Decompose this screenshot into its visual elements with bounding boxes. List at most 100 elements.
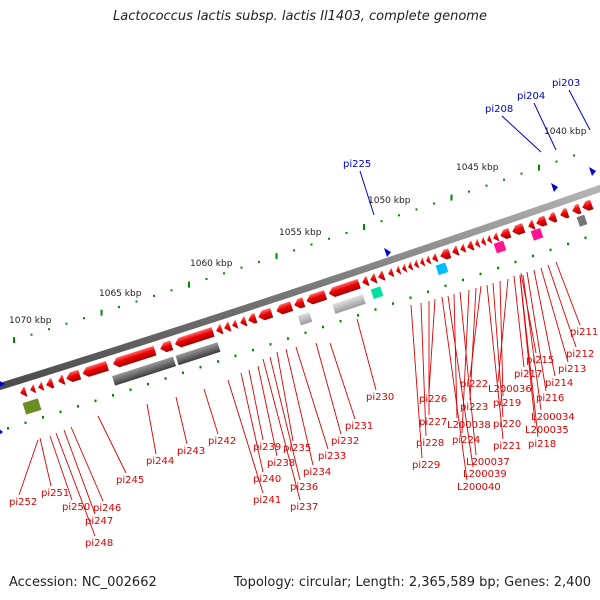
tick-label-1065: 1065 kbp: [99, 289, 142, 299]
gene-label-pi212: pi212: [566, 349, 594, 360]
gene-arrow: [388, 267, 395, 278]
gene-arrow: [420, 257, 426, 267]
markers: [0, 167, 596, 435]
gray-feature: [297, 312, 313, 326]
gene-label-pi215: pi215: [526, 355, 554, 366]
scale-tick: [520, 172, 523, 175]
edge-marker: [0, 381, 5, 387]
gene-label-pi221: pi221: [493, 441, 521, 452]
lower-tick: [287, 337, 289, 340]
gene-label-pi211: pi211: [570, 327, 598, 338]
gene-label-L200037: L200037: [466, 457, 510, 468]
scale-tick: [345, 231, 348, 234]
gene-arrow: [113, 345, 157, 368]
gene-label-pi223: pi223: [460, 402, 488, 413]
gene-arrow: [258, 307, 274, 321]
lower-tick: [549, 248, 552, 252]
gene-leader: [519, 275, 536, 424]
feature-labels: pi203 pi204 pi208 pi225 pi211 pi212 pi213 pi214…: [9, 78, 598, 549]
scale-tick: [310, 243, 313, 246]
scale-tick: [240, 266, 243, 269]
marker-leader: [359, 170, 375, 216]
gene-label-pi238: pi238: [267, 458, 295, 469]
gene-label-pi242: pi242: [208, 436, 236, 447]
scale-tick: [275, 253, 278, 260]
gene-leader: [459, 291, 477, 456]
gene-leader: [410, 304, 423, 459]
gene-leader: [248, 369, 264, 441]
edge-marker: [0, 429, 3, 435]
scale-tick: [433, 202, 435, 205]
lower-tick: [584, 236, 587, 240]
gene-arrow: [536, 215, 548, 227]
gene-arrow: [512, 223, 526, 235]
marker-label-pi204: pi204: [517, 91, 545, 102]
cyan-feature: [435, 262, 449, 276]
lower-tick: [427, 290, 429, 294]
marker-label-pi208: pi208: [485, 104, 513, 115]
gene-label-pi244: pi244: [146, 456, 174, 467]
gene-leader: [262, 358, 301, 501]
gene-label-L200034: L200034: [531, 412, 575, 423]
gene-leader: [269, 356, 301, 481]
scale-tick: [223, 272, 225, 275]
gene-leader: [461, 289, 470, 434]
scale-tick: [328, 237, 330, 240]
lower-tick: [269, 343, 272, 346]
scale-tick: [485, 184, 488, 187]
gene-leader: [441, 296, 468, 481]
gene-label-pi252: pi252: [9, 497, 37, 508]
lower-tick: [217, 360, 219, 363]
gene-label-pi214: pi214: [545, 378, 573, 389]
gene-label-pi213: pi213: [558, 364, 586, 375]
gene-leader: [453, 293, 458, 419]
tick-label-1055: 1055 kbp: [279, 228, 322, 238]
gene-label-L200036: L200036: [488, 384, 532, 395]
gene-arrow: [426, 255, 432, 265]
gene-arrow: [396, 265, 402, 275]
gene-leader: [469, 287, 477, 401]
scale-tick: [293, 249, 295, 252]
lower-tick: [462, 278, 464, 282]
scale-tick: [468, 190, 470, 193]
gene-arrow: [82, 361, 109, 377]
lower-tick: [339, 319, 342, 323]
gene-leader: [522, 274, 542, 411]
gene-label-pi216: pi216: [536, 393, 564, 404]
gene-leader: [49, 435, 73, 501]
gene-leader: [39, 437, 52, 487]
gene-leader: [329, 342, 356, 420]
tick-label-1070: 1070 kbp: [9, 316, 52, 326]
gene-leader: [428, 298, 436, 393]
gene-leader: [497, 278, 509, 383]
gene-label-pi229: pi229: [412, 460, 440, 471]
gene-arrow: [240, 316, 248, 327]
gene-arrow: [402, 263, 408, 273]
lower-tick: [409, 296, 412, 299]
scale-tick: [380, 220, 383, 223]
gene-arrow: [475, 238, 481, 248]
scale-tick: [398, 214, 400, 217]
scale-tick: [363, 224, 365, 231]
gene-arrow: [500, 227, 512, 240]
lower-tick: [514, 260, 517, 264]
gene-leader: [18, 439, 39, 496]
scale-tick: [153, 294, 155, 297]
tick-label-1050: 1050 kbp: [368, 196, 411, 206]
gene-leader: [420, 302, 427, 437]
gene-label-pi231: pi231: [345, 421, 373, 432]
gene-arrow: [487, 234, 493, 244]
olive-feature: [22, 398, 42, 415]
gene-leader: [70, 426, 104, 502]
gene-arrow: [460, 243, 467, 253]
lower-tick: [129, 388, 132, 391]
lower-tick: [94, 399, 97, 403]
gene-label-pi228: pi228: [416, 438, 444, 449]
gene-label-pi248: pi248: [85, 538, 113, 549]
genome-summary-text: Topology: circular; Length: 2,365,589 bp…: [233, 575, 591, 590]
lower-tick: [234, 354, 237, 358]
scale-tick: [30, 333, 33, 336]
gene-arrow: [560, 207, 570, 219]
gene-label-pi218: pi218: [528, 439, 556, 450]
